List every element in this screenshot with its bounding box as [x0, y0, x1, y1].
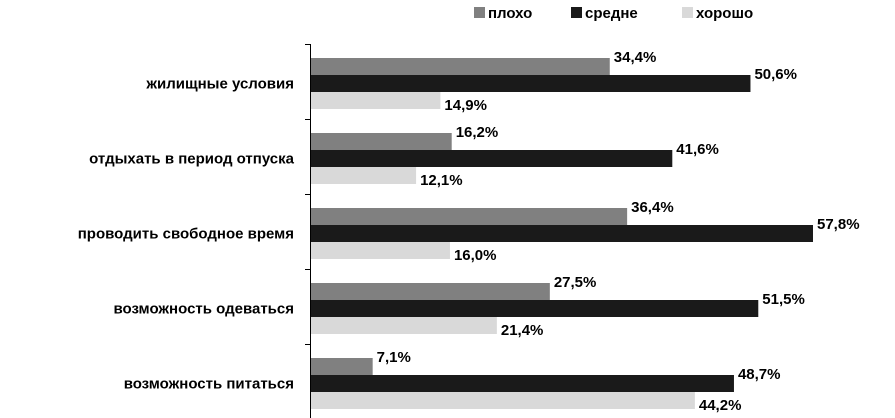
value-label-2-0: 36,4% [631, 199, 674, 216]
category-labels: жилищные условия отдыхать в период отпуск… [78, 76, 295, 393]
value-label-2-2: 16,0% [454, 247, 497, 264]
value-label-3-1: 51,5% [762, 291, 805, 308]
bar-3-1 [311, 300, 759, 317]
legend-label-0: плохо [488, 5, 532, 22]
category-axis [305, 44, 311, 418]
value-label-4-1: 48,7% [738, 366, 781, 383]
category-label-1: отдыхать в период отпуска [89, 151, 295, 168]
value-label-3-0: 27,5% [554, 274, 597, 291]
value-labels: 34,4% 50,6% 14,9% 16,2% 41,6% 12,1% 36,4% 57,8%… [377, 49, 860, 414]
bar-0-1 [311, 75, 751, 92]
value-label-1-2: 12,1% [420, 172, 463, 189]
category-label-3: возможность одеваться [113, 301, 294, 318]
value-label-0-0: 34,4% [614, 49, 657, 66]
bar-4-2 [311, 392, 695, 409]
legend-swatch-1 [571, 7, 582, 18]
bar-2-2 [311, 242, 450, 259]
value-label-1-0: 16,2% [456, 124, 499, 141]
value-label-1-1: 41,6% [676, 141, 719, 158]
bar-4-1 [311, 375, 734, 392]
value-label-4-2: 44,2% [699, 397, 742, 414]
bar-1-1 [311, 150, 673, 167]
legend-label-2: хорошо [696, 5, 753, 22]
category-label-2: проводить свободное время [78, 226, 294, 243]
value-label-4-0: 7,1% [377, 349, 411, 366]
value-label-0-2: 14,9% [444, 97, 487, 114]
value-label-3-2: 21,4% [501, 322, 544, 339]
bar-0-2 [311, 92, 441, 109]
category-label-4: возможность питаться [124, 376, 294, 393]
value-label-2-1: 57,8% [817, 216, 860, 233]
bar-3-2 [311, 317, 497, 334]
bar-3-0 [311, 283, 550, 300]
bar-1-0 [311, 133, 452, 150]
category-label-0: жилищные условия [145, 76, 294, 93]
bar-2-1 [311, 225, 813, 242]
legend-swatch-2 [682, 7, 693, 18]
legend: плохо средне хорошо [474, 5, 753, 22]
bars [311, 58, 813, 409]
bar-1-2 [311, 167, 417, 184]
bar-4-0 [311, 358, 373, 375]
bar-0-0 [311, 58, 610, 75]
value-label-0-1: 50,6% [754, 66, 797, 83]
bar-2-0 [311, 208, 628, 225]
legend-label-1: средне [585, 5, 638, 22]
legend-swatch-0 [474, 7, 485, 18]
